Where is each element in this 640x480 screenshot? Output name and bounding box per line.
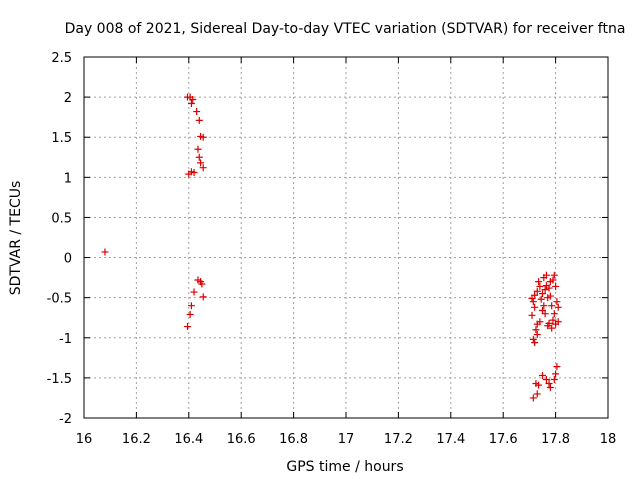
data-point	[186, 311, 194, 319]
data-point	[546, 278, 554, 286]
y-axis-title: SDTVAR / TECUs	[8, 181, 24, 296]
data-point	[198, 280, 206, 288]
data-point	[199, 133, 207, 141]
data-point	[187, 100, 195, 108]
data-point	[536, 282, 544, 290]
data-point	[195, 116, 203, 124]
x-tick-label: 17	[338, 432, 355, 447]
data-point	[183, 323, 191, 331]
data-point	[531, 303, 539, 311]
y-tick-label: 0.5	[51, 211, 72, 226]
data-point	[546, 292, 554, 300]
x-tick-label: 16.8	[279, 432, 308, 447]
data-point	[533, 287, 541, 295]
data-point	[545, 380, 553, 388]
data-point	[542, 375, 550, 383]
data-point	[193, 108, 201, 116]
y-tick-labels: -2 -1.5 -1 -0.5 0 0.5 1 1.5 2 2.5	[47, 51, 72, 427]
x-tick-label: 17.8	[541, 432, 570, 447]
data-point	[531, 291, 539, 299]
data-point	[554, 318, 562, 326]
data-point	[545, 319, 553, 327]
y-tick-label: 1.5	[51, 131, 72, 146]
data-point	[187, 302, 195, 310]
data-point	[528, 311, 536, 319]
x-tick-label: 16.2	[122, 432, 151, 447]
data-point	[101, 248, 109, 256]
data-point	[539, 290, 546, 298]
data-point	[190, 169, 198, 177]
data-point	[533, 331, 541, 339]
y-tick-label: 1	[64, 171, 72, 186]
data-point	[533, 390, 541, 398]
x-tick-label: 16	[76, 432, 93, 447]
data-point	[552, 370, 560, 378]
data-point	[537, 295, 545, 303]
data-point	[197, 159, 205, 167]
x-tick-label: 17.6	[489, 432, 518, 447]
x-tick-label: 16.6	[227, 432, 256, 447]
y-tick-label: 2	[64, 91, 72, 106]
data-point	[542, 271, 550, 279]
x-axis-title: GPS time / hours	[286, 459, 403, 475]
data-point	[553, 298, 561, 306]
data-points	[101, 93, 562, 402]
grid-lines	[84, 57, 608, 418]
data-point	[554, 303, 562, 311]
data-point	[540, 302, 548, 310]
data-point	[199, 164, 207, 172]
data-point	[535, 278, 543, 286]
x-tick-label: 16.4	[174, 432, 203, 447]
y-tick-label: 0	[64, 252, 72, 267]
x-tick-label: 17.4	[436, 432, 465, 447]
data-point	[548, 324, 556, 332]
data-point	[190, 288, 198, 296]
data-point	[531, 339, 539, 347]
data-point	[548, 302, 556, 310]
data-point	[529, 394, 537, 402]
data-point	[539, 371, 546, 379]
data-point	[541, 286, 549, 294]
data-point	[542, 282, 550, 290]
y-tick-label: 2.5	[51, 51, 72, 66]
axis-ticks	[83, 56, 609, 419]
chart-title: Day 008 of 2021, Sidereal Day-to-day VTE…	[65, 21, 626, 37]
y-tick-label: -1	[59, 332, 72, 347]
data-point	[195, 153, 203, 161]
data-point	[549, 316, 557, 324]
data-point	[529, 298, 537, 306]
x-tick-label: 18	[600, 432, 617, 447]
x-tick-label: 17.2	[384, 432, 413, 447]
data-point	[536, 318, 544, 326]
y-tick-label: -0.5	[47, 292, 72, 307]
data-point	[535, 381, 543, 389]
data-point	[194, 145, 202, 153]
data-point	[546, 384, 554, 392]
data-point	[550, 375, 558, 383]
data-point	[550, 310, 558, 318]
data-point	[550, 271, 558, 279]
data-point	[189, 96, 197, 104]
data-point	[553, 363, 561, 371]
data-point	[552, 282, 560, 290]
data-point	[539, 307, 546, 315]
y-tick-label: -2	[59, 412, 72, 427]
y-tick-label: -1.5	[47, 372, 72, 387]
x-tick-labels: 16 16.2 16.4 16.6 16.8 17 17.2 17.4 17.6 17.8 18	[76, 432, 617, 447]
data-point	[532, 326, 540, 334]
data-point	[199, 293, 207, 301]
data-point	[529, 335, 537, 343]
